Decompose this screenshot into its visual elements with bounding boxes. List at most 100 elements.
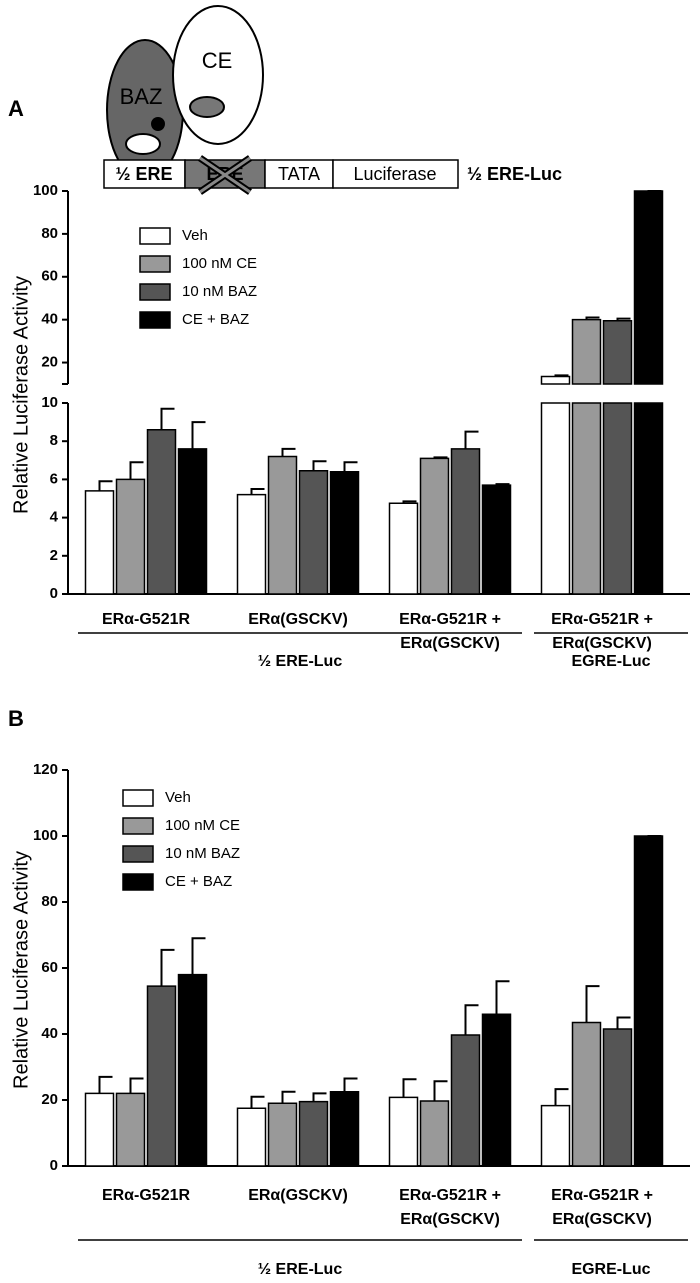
error-bar	[191, 421, 206, 449]
y-tick-label: 40	[41, 1025, 58, 1042]
baz-dot	[151, 117, 165, 131]
construct-box	[103, 159, 186, 189]
y-tick-label: 100	[33, 182, 58, 199]
construct-label: ½ ERE	[115, 164, 172, 184]
y-tick-label: 40	[41, 311, 58, 328]
legend-label: Veh	[182, 227, 208, 244]
x-tick-label: ERα(GSCKV)	[400, 1211, 500, 1228]
ce-foot	[189, 96, 225, 118]
construct-box	[332, 159, 459, 189]
construct-diagram: BAZ CE ½ ERE ERE TATA Luciferase ½ ERE-L…	[103, 5, 562, 195]
error-bar	[129, 461, 144, 480]
group-label: EGRE-Luc	[571, 1261, 650, 1278]
bar	[602, 1028, 633, 1167]
bar	[571, 318, 602, 595]
y-tick-label: 2	[50, 547, 58, 564]
group-label: EGRE-Luc	[571, 653, 650, 670]
construct-name: ½ ERE-Luc	[467, 164, 562, 184]
error-bar	[495, 483, 510, 486]
legend-label: 10 nM BAZ	[182, 283, 257, 300]
y-tick-label: 0	[50, 1157, 58, 1174]
group-label: ½ ERE-Luc	[258, 1261, 343, 1278]
error-bar	[343, 461, 358, 472]
error-bar	[98, 480, 113, 491]
bar	[450, 448, 481, 595]
y-tick-label: 4	[50, 509, 59, 526]
legend-swatch	[139, 311, 171, 329]
legend-swatch	[122, 817, 154, 835]
bar	[540, 375, 571, 595]
construct-label: TATA	[278, 164, 320, 184]
error-bar	[250, 1095, 265, 1109]
bar	[419, 457, 450, 595]
y-tick-label: 120	[33, 761, 58, 778]
error-bar	[98, 1075, 113, 1094]
error-bar	[343, 1077, 358, 1092]
legend-swatch	[139, 283, 171, 301]
bar	[267, 1102, 298, 1167]
x-tick-label: ERα(GSCKV)	[248, 611, 348, 628]
legend-label: CE + BAZ	[165, 873, 232, 890]
bar	[450, 1034, 481, 1167]
x-tick-label: ERα-G521R	[102, 611, 191, 628]
x-tick-label: ERα-G521R +	[399, 1187, 501, 1204]
legend-swatch	[122, 845, 154, 863]
oval-label: BAZ	[120, 84, 163, 109]
x-tick-label: ERα(GSCKV)	[248, 1187, 348, 1204]
legend-label: CE + BAZ	[182, 311, 249, 328]
error-bar	[312, 1092, 327, 1102]
y-axis-title: Relative Luciferase Activity	[10, 851, 32, 1089]
bar	[177, 448, 208, 595]
legend-swatch	[122, 873, 154, 891]
bar	[419, 1100, 450, 1167]
bar	[115, 1092, 146, 1167]
legend-swatch	[122, 789, 154, 807]
legend-label: 10 nM BAZ	[165, 845, 240, 862]
bar	[633, 190, 664, 595]
error-bar	[585, 985, 600, 1023]
bar	[298, 1100, 329, 1167]
error-bar	[616, 1016, 631, 1030]
legend-swatch	[139, 227, 171, 245]
error-bar	[160, 407, 175, 430]
y-axis-title: Relative Luciferase Activity	[10, 276, 32, 514]
bar	[481, 484, 512, 595]
x-tick-label: ERα(GSCKV)	[552, 635, 652, 652]
error-bar	[281, 447, 296, 457]
y-tick-label: 80	[41, 225, 58, 242]
y-tick-label: 60	[41, 268, 58, 285]
error-bar	[616, 317, 631, 321]
y-tick-label: 20	[41, 354, 58, 371]
x-tick-label: ERα-G521R +	[551, 1187, 653, 1204]
bar	[146, 428, 177, 595]
x-tick-label: ERα-G521R +	[399, 611, 501, 628]
legend-label: 100 nM CE	[165, 817, 240, 834]
y-tick-label: 6	[50, 470, 58, 487]
bar	[84, 1092, 115, 1167]
error-bar	[495, 980, 510, 1015]
bar	[481, 1013, 512, 1167]
group-label: ½ ERE-Luc	[258, 653, 343, 670]
error-bar	[554, 374, 569, 377]
bar	[388, 1096, 419, 1167]
error-bar	[464, 430, 479, 449]
ce-oval	[172, 5, 264, 145]
y-tick-label: 60	[41, 959, 58, 976]
error-bar	[250, 487, 265, 495]
construct-box	[264, 159, 334, 189]
legend-label: 100 nM CE	[182, 255, 257, 272]
bar	[177, 973, 208, 1167]
y-tick-label: 80	[41, 893, 58, 910]
error-bar	[433, 1080, 448, 1101]
error-bar	[160, 948, 175, 987]
error-bar	[402, 1078, 417, 1098]
error-bar	[464, 1004, 479, 1035]
bar	[329, 471, 360, 595]
y-tick-label: 10	[41, 394, 58, 411]
baz-foot	[125, 133, 161, 155]
bar	[84, 490, 115, 595]
error-bar	[281, 1090, 296, 1104]
error-bar	[129, 1077, 144, 1094]
error-bar	[402, 500, 417, 504]
